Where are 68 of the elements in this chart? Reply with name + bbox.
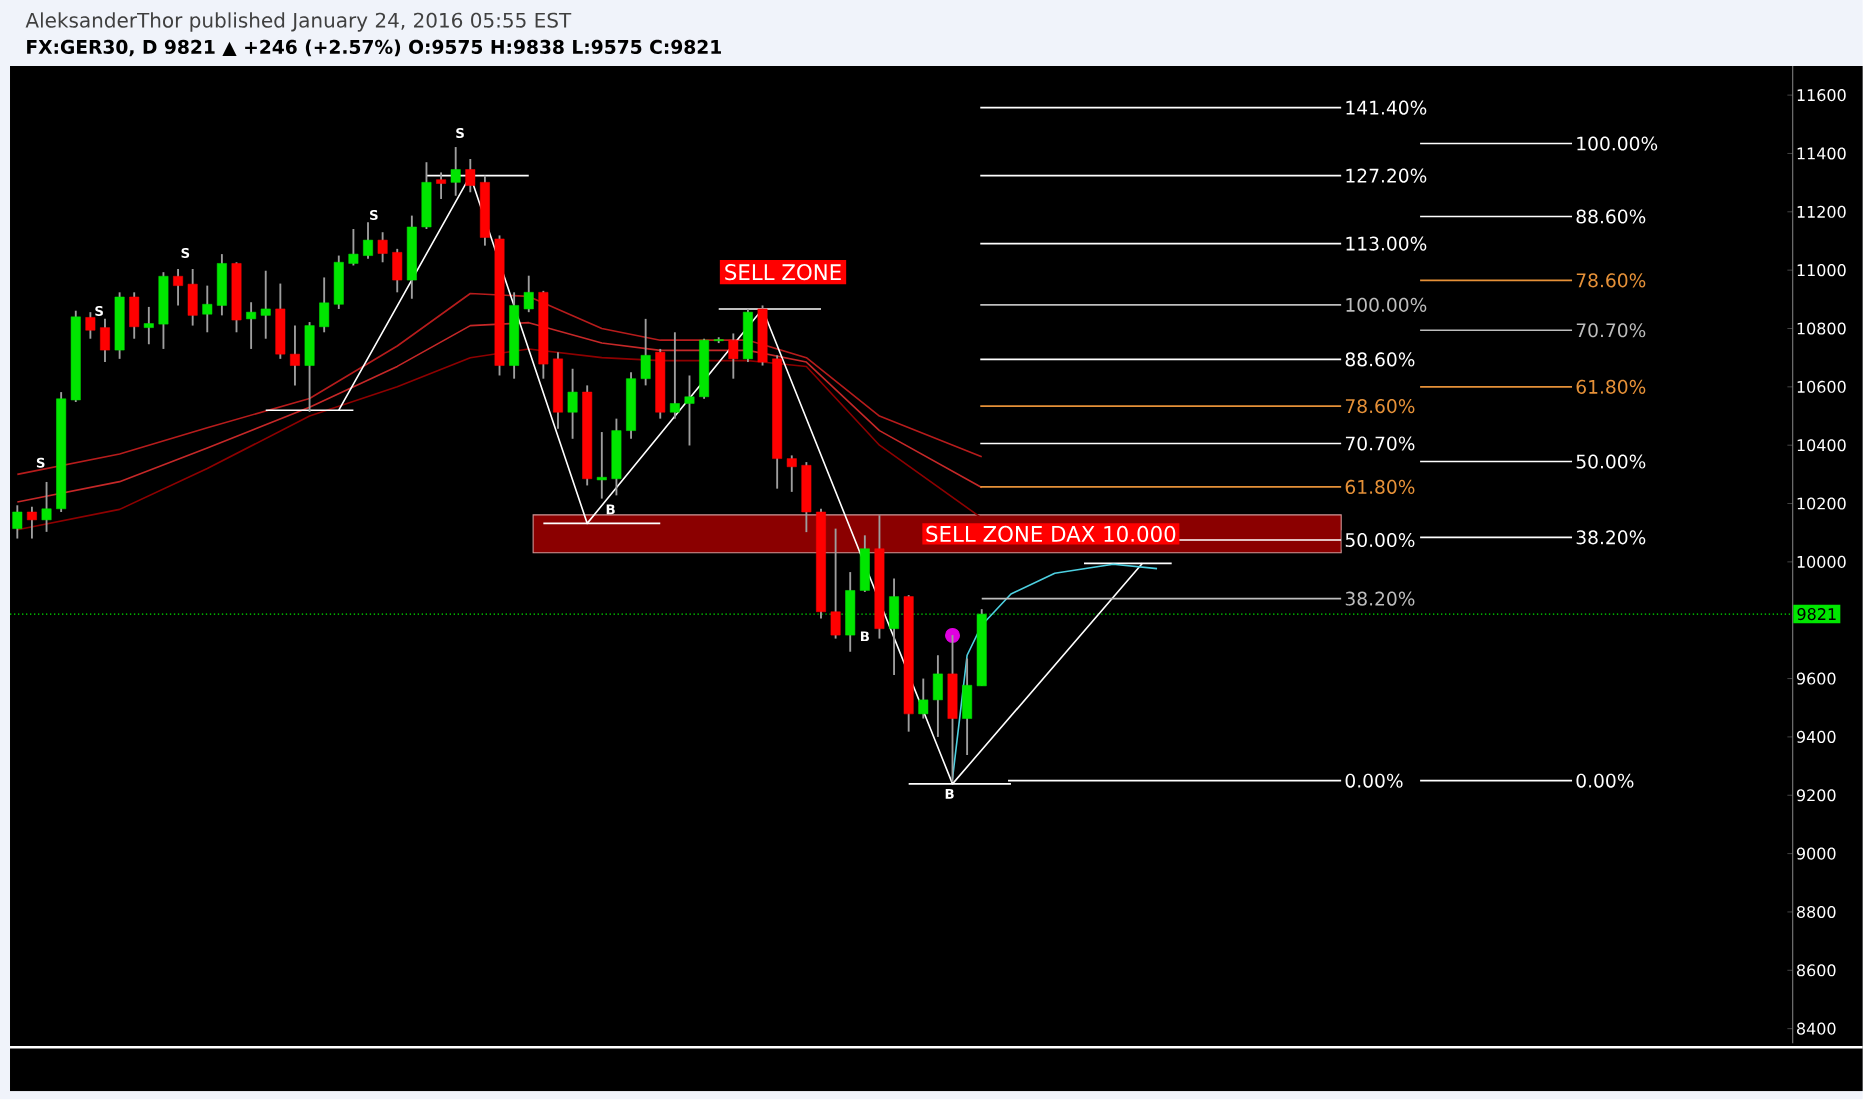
annotation: 0.00% — [1345, 774, 1403, 789]
line-series — [16, 322, 983, 504]
annotation: 88.60% — [1345, 352, 1415, 367]
candlestick — [158, 271, 169, 351]
candlestick — [173, 268, 183, 307]
annotation: 88.60% — [1576, 209, 1646, 224]
annotation: 113.00% — [1346, 236, 1427, 252]
candlestick — [304, 321, 315, 414]
candlestick — [275, 283, 286, 361]
candlestick — [187, 268, 198, 327]
annotation: 70.70% — [1345, 436, 1415, 451]
candlestick — [436, 171, 447, 201]
candlestick — [129, 291, 140, 341]
candlestick — [12, 504, 23, 540]
candlestick — [143, 306, 154, 346]
annotation: 127.20% — [1346, 168, 1427, 184]
annotation: 50.00% — [1576, 454, 1646, 469]
annotation: 38.20% — [1576, 530, 1646, 545]
candlestick — [41, 481, 52, 534]
band-label: SELL ZONE DAX 10.000 — [926, 526, 1176, 543]
candlestick — [932, 654, 943, 739]
chart-subtitle: AleksanderThor published January 24, 2016 05:55 EST — [25, 12, 572, 33]
annotation: 78.60% — [1345, 399, 1415, 414]
candlestick — [918, 678, 929, 720]
annotation: 100.00% — [1346, 298, 1427, 313]
annotation: 61.80% — [1576, 380, 1646, 395]
candlestick — [377, 231, 388, 264]
annotation: 61.80% — [1345, 480, 1415, 495]
candlestick — [85, 311, 96, 341]
candlestick — [465, 158, 476, 194]
candlestick — [728, 332, 739, 381]
candlestick — [216, 253, 227, 317]
candlestick — [830, 528, 841, 640]
annotation: 0.00% — [1576, 774, 1634, 789]
candlestick — [26, 506, 37, 540]
candlestick — [450, 146, 461, 198]
candlestick — [962, 657, 973, 757]
chart-title: FX:GER30, D 9821 ▲ +246 (+2.57%) O:9575 H:9838 L:9575 C:9821 — [27, 39, 721, 57]
line-series — [16, 293, 983, 476]
candlestick — [363, 221, 373, 261]
candlestick — [669, 331, 680, 420]
candlestick — [801, 461, 812, 534]
annotation: 70.70% — [1576, 323, 1646, 338]
candlestick — [567, 368, 578, 441]
candlestick — [859, 534, 870, 594]
candlestick — [260, 270, 271, 341]
candlestick — [640, 318, 651, 387]
candlestick — [421, 161, 432, 231]
candlestick — [684, 374, 695, 447]
annotation: 100.00% — [1577, 136, 1658, 151]
candlestick — [333, 255, 344, 311]
candlestick — [348, 228, 359, 267]
candlestick — [596, 431, 607, 500]
candlestick — [290, 325, 300, 387]
candlestick — [392, 248, 403, 294]
annotation: SELL ZONE — [725, 264, 841, 281]
candlestick — [523, 275, 534, 314]
annotation: 141.40% — [1346, 101, 1427, 116]
candlestick — [202, 285, 213, 334]
annotation: 78.60% — [1576, 273, 1646, 288]
candlestick — [319, 276, 330, 334]
candlestick — [246, 301, 257, 351]
candlestick — [786, 454, 797, 494]
candlestick — [742, 308, 753, 364]
line-series — [951, 563, 1158, 780]
annotation: 38.20% — [1345, 592, 1415, 607]
candlestick — [100, 318, 110, 364]
annotation: 50.00% — [1345, 533, 1415, 548]
